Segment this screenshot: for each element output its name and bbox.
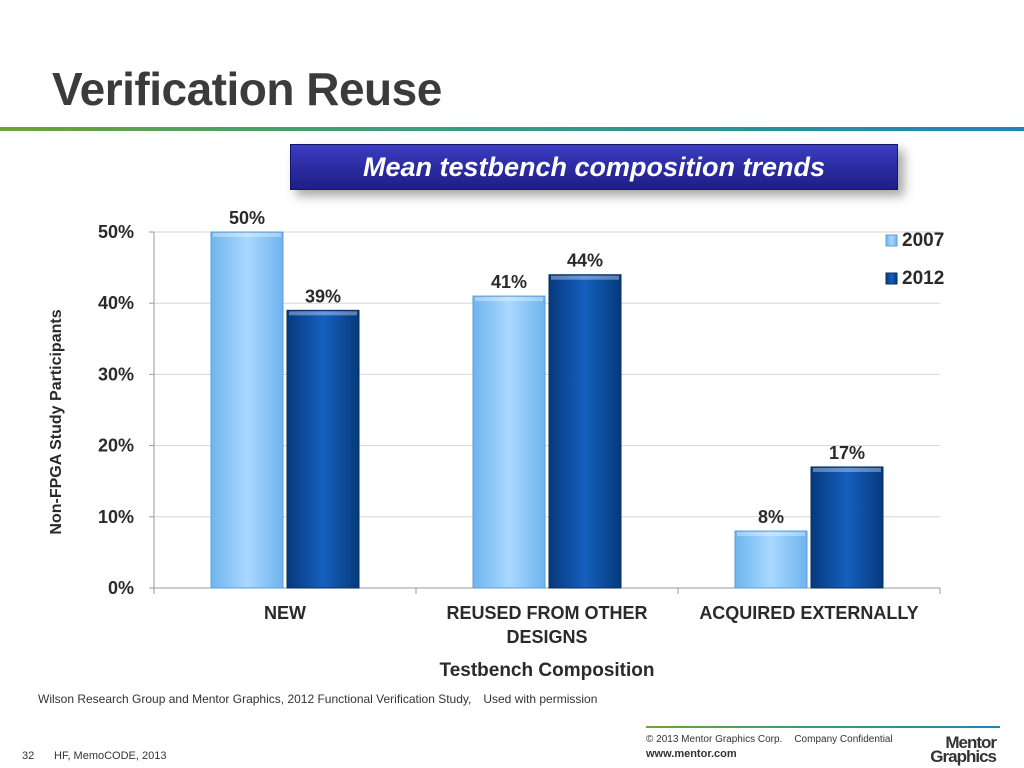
event-label: HF, MemoCODE, 2013 (54, 750, 167, 762)
bar-2007 (734, 530, 808, 589)
bar-bevel (213, 233, 281, 237)
bar-2012 (810, 466, 884, 589)
company-logo: Mentor Graphics (916, 733, 997, 766)
bar-2007 (472, 295, 546, 589)
slide-title: Verification Reuse (52, 63, 442, 115)
x-tick-label: NEW (264, 603, 306, 623)
page-number: 32 (22, 750, 35, 762)
bar-bevel (813, 467, 881, 472)
y-tick-label: 40% (98, 293, 134, 313)
data-label: 39% (305, 286, 341, 306)
copyright-text: © 2013 Mentor Graphics Corp. (646, 734, 783, 745)
data-label: 50% (229, 208, 265, 228)
x-axis-title: Testbench Composition (440, 660, 655, 681)
legend-label: 2007 (902, 230, 944, 251)
legend-swatch-2007 (885, 234, 898, 247)
bar-2012 (548, 274, 622, 589)
x-tick-label: REUSED FROM OTHER (446, 603, 647, 623)
copyright-line: © 2013 Mentor Graphics Corp. Company Conf… (646, 734, 893, 745)
bar-bevel (475, 297, 543, 302)
data-label: 17% (829, 443, 865, 463)
source-citation: Wilson Research Group and Mentor Graphic… (38, 692, 472, 706)
x-tick-label: DESIGNS (506, 627, 587, 647)
bar-2007 (210, 231, 284, 589)
data-label: 41% (491, 272, 527, 292)
legend-label: 2012 (902, 268, 944, 289)
logo-line-1: Mentor (945, 733, 997, 752)
bar-chart: 0% 10% 20% 30% 40% 50% NEW REUSED FROM OTHER DES… (48, 208, 944, 681)
y-axis-title: Non-FPGA Study Participants (48, 309, 65, 534)
data-label: 44% (567, 251, 603, 271)
website-link[interactable]: www.mentor.com (646, 748, 737, 760)
y-tick-label: 30% (98, 364, 134, 384)
bar-2012 (286, 309, 360, 589)
x-tick-label: ACQUIRED EXTERNALLY (699, 603, 918, 623)
y-tick-label: 10% (98, 507, 134, 527)
bar-bevel (737, 532, 805, 537)
bar-bevel (551, 275, 619, 280)
title-divider (0, 127, 1024, 131)
y-tick-label: 0% (108, 578, 134, 598)
source-note: Wilson Research Group and Mentor Graphic… (38, 692, 597, 706)
data-label: 8% (758, 507, 784, 527)
confidential-text: Company Confidential (794, 734, 893, 745)
permission-note: Used with permission (483, 692, 598, 706)
y-tick-label: 20% (98, 436, 134, 456)
legend-swatch-2012 (885, 272, 898, 285)
bar-bevel (289, 311, 357, 316)
logo-line-2: Graphics (930, 747, 997, 766)
chart-banner: Mean testbench composition trends (290, 144, 898, 190)
footer-divider (646, 726, 1000, 728)
y-tick-label: 50% (98, 222, 134, 242)
